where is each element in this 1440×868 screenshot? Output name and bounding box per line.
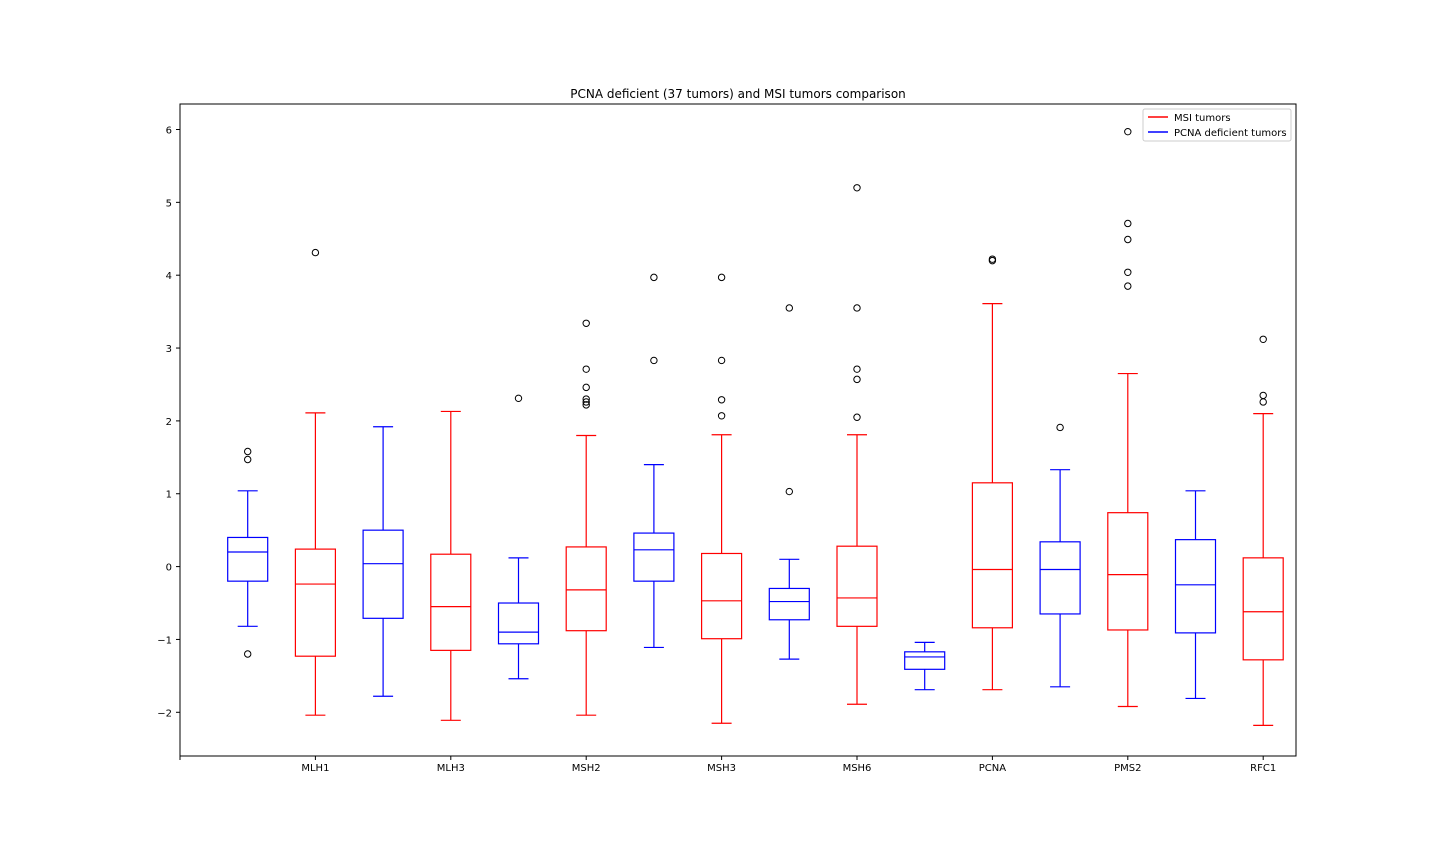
outlier-point — [853, 184, 861, 192]
outlier-point — [785, 304, 793, 312]
outlier-point — [1124, 127, 1132, 136]
plot-area — [227, 127, 1284, 727]
box-body — [362, 529, 404, 619]
legend: MSI tumors PCNA deficient tumors — [1142, 108, 1292, 142]
outlier-point — [650, 273, 658, 282]
box-10 — [836, 184, 878, 705]
x-tick-label: PCNA — [979, 763, 1006, 774]
outlier-point — [1124, 282, 1132, 290]
chart-title: PCNA deficient (37 tumors) and MSI tumor… — [570, 87, 906, 101]
outlier-point — [717, 356, 726, 365]
outlier-point — [244, 650, 252, 658]
box-body — [700, 552, 743, 640]
outlier-point — [785, 487, 793, 496]
box-body — [836, 545, 878, 627]
outlier-point — [1259, 335, 1267, 344]
x-tick-label: MSH3 — [707, 763, 736, 774]
plot-frame — [179, 103, 1297, 757]
legend-label-msi: MSI tumors — [1174, 113, 1231, 124]
outlier-point — [853, 365, 861, 373]
outlier-point — [582, 383, 590, 392]
outlier-point — [1259, 391, 1267, 400]
box-body — [1242, 557, 1284, 661]
box-body — [1107, 512, 1149, 631]
outlier-point — [582, 401, 590, 409]
y-tick-label: −1 — [157, 635, 172, 646]
box-15 — [1174, 490, 1217, 700]
outlier-point — [1124, 268, 1132, 276]
box-body — [971, 482, 1014, 629]
outlier-point — [650, 356, 658, 365]
box-2 — [294, 248, 336, 716]
box-11 — [904, 641, 946, 691]
box-body — [1039, 541, 1081, 615]
box-4 — [430, 410, 472, 721]
box-5 — [497, 394, 540, 680]
box-16 — [1242, 335, 1284, 727]
box-body — [633, 532, 675, 582]
outlier-point — [853, 413, 861, 421]
outlier-point — [582, 365, 590, 373]
outlier-point — [853, 375, 861, 384]
box-14 — [1107, 127, 1149, 708]
box-body — [227, 536, 269, 582]
box-body — [497, 602, 540, 645]
y-tick-label: −2 — [157, 708, 172, 719]
box-3 — [362, 426, 404, 697]
box-1 — [227, 447, 269, 658]
box-6 — [565, 319, 607, 716]
y-tick-label: 2 — [166, 417, 172, 428]
outlier-point — [988, 256, 997, 265]
outlier-point — [582, 395, 590, 403]
outlier-point — [1124, 219, 1132, 228]
outlier-point — [514, 394, 523, 403]
outlier-point — [853, 304, 861, 312]
outlier-point — [244, 447, 252, 456]
y-tick-label: 6 — [166, 125, 172, 136]
outlier-point — [1259, 398, 1267, 406]
box-13 — [1039, 423, 1081, 688]
y-tick-label: 4 — [166, 271, 172, 282]
axes: −2 −1 0 1 2 3 4 5 6 MLH1 MLH3 MSH2 MSH3 MSH6 PCNA PMS2 R… — [157, 103, 1297, 774]
y-tick-label: 0 — [166, 563, 172, 574]
outlier-point — [311, 248, 320, 257]
y-tick-label: 5 — [166, 198, 172, 209]
box-body — [1174, 539, 1217, 634]
outlier-point — [244, 455, 252, 464]
legend-label-pcna: PCNA deficient tumors — [1174, 128, 1287, 139]
outlier-point — [1056, 423, 1064, 432]
outlier-point — [717, 273, 726, 282]
box-12 — [971, 255, 1014, 691]
box-body — [430, 553, 472, 651]
x-tick-label: MSH6 — [843, 763, 872, 774]
y-tick-label: 1 — [166, 490, 172, 501]
x-tick-label: MLH1 — [301, 763, 329, 774]
box-body — [565, 546, 607, 632]
box-body — [768, 587, 810, 621]
box-9 — [768, 304, 810, 660]
x-tick-label: PMS2 — [1114, 763, 1141, 774]
x-tick-label: RFC1 — [1250, 763, 1276, 774]
outlier-point — [717, 396, 726, 404]
outlier-point — [582, 319, 590, 327]
legend-frame — [1142, 108, 1292, 142]
y-tick-label: 3 — [166, 344, 172, 355]
box-8 — [700, 273, 743, 724]
outlier-point — [1124, 235, 1132, 244]
outlier-point — [582, 398, 590, 406]
outlier-point — [717, 412, 726, 420]
x-tick-label: MLH3 — [437, 763, 465, 774]
box-body — [294, 548, 336, 657]
x-tick-label: MSH2 — [572, 763, 601, 774]
box-7 — [633, 273, 675, 649]
box-body — [904, 651, 946, 670]
